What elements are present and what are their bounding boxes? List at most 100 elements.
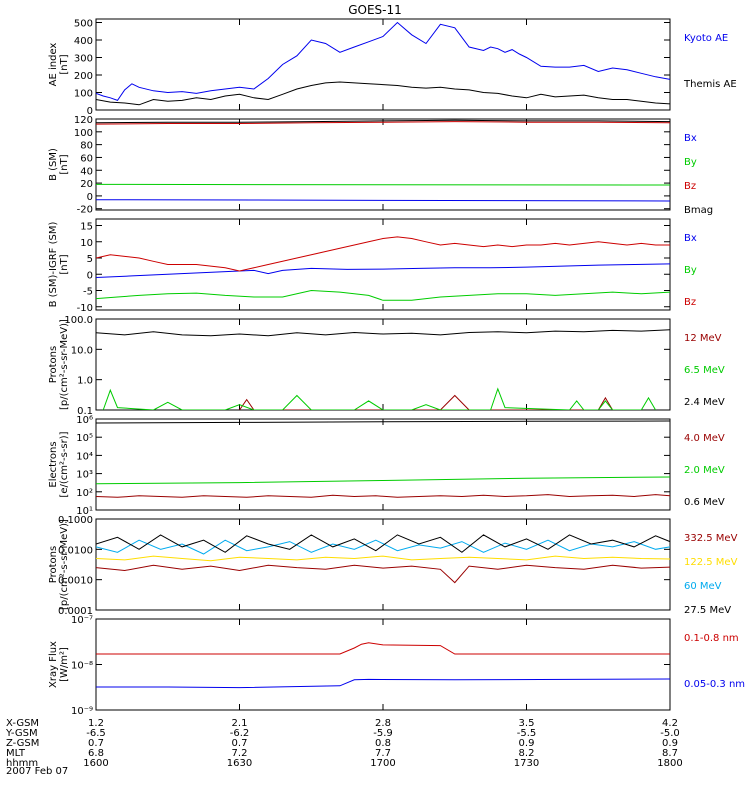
y-tick-label: 1.0 [77, 376, 93, 387]
legend-label: Bz [684, 181, 696, 192]
series-line-bx [96, 199, 670, 202]
panel-ae: 0 100 200 300 400 500 AE index [nT] Kyoto AE Them… [48, 18, 737, 117]
legend-label: 332.5 MeV [684, 533, 738, 544]
y-axis-label: [p/(cm²-s-sr-MeV)] [59, 319, 70, 410]
x-axis-value: 7.7 [375, 748, 391, 759]
y-axis-label: B (SM) [48, 148, 59, 181]
y-axis-label: Electrons [48, 441, 59, 487]
series-line-27-5-mev [96, 534, 670, 553]
x-axis-value: 6.8 [88, 748, 104, 759]
y-axis-label: B (SM)-IGRF (SM) [48, 222, 59, 308]
x-axis-value: -5.5 [517, 728, 537, 739]
x-axis-value: 2.1 [232, 718, 248, 729]
x-axis-row-label: MLT [6, 748, 26, 759]
y-tick-label: 300 [74, 54, 93, 65]
y-tick-label: 10.0 [71, 345, 93, 356]
y-tick-label: 40 [80, 166, 93, 177]
series-line-0-1-0-8-nm [96, 642, 670, 655]
x-axis-value: 1.2 [88, 718, 104, 729]
y-axis-label: [W/m²] [59, 647, 70, 682]
series-line-6-5-mev [102, 387, 657, 410]
y-tick-label: 10⁻⁹ [71, 706, 93, 717]
y-tick-label: 0.1000 [58, 515, 93, 526]
series-line-2-0-mev [96, 476, 670, 485]
y-tick-label: 10 [80, 238, 93, 249]
y-tick-label: 80 [80, 141, 93, 152]
panel-electrons: 10¹ 10² 10³ 10⁴ 10⁵ 10⁶ Electrons [e/(cm²-s-sr)… [48, 415, 725, 517]
legend-label: 2.0 MeV [684, 465, 725, 476]
y-tick-label: 100.0 [64, 315, 93, 326]
y-tick-label: 10¹ [76, 506, 93, 517]
x-axis-value: 8.7 [662, 748, 678, 759]
x-axis-value: -5.0 [660, 728, 680, 739]
series-line-2-4-mev [96, 329, 670, 337]
x-axis-value: 4.2 [662, 718, 678, 729]
y-tick-label: 10⁻⁷ [71, 615, 93, 626]
y-tick-label: 5 [87, 254, 93, 265]
y-tick-label: 120 [74, 115, 93, 126]
legend-label: 0.1-0.8 nm [684, 633, 739, 644]
legend-label: 6.5 MeV [684, 365, 725, 376]
x-axis-value: 2.8 [375, 718, 391, 729]
y-tick-label: 10³ [76, 470, 93, 481]
panel-protons_low: 0.1 1.0 10.0 100.0 Protons [p/(cm²-s-sr-MeV)]… [48, 315, 725, 417]
y-axis-label: [nT] [59, 254, 70, 274]
legend-label: 0.05-0.3 nm [684, 679, 745, 690]
y-tick-label: 10⁻⁸ [71, 661, 93, 672]
y-tick-label: 500 [74, 19, 93, 30]
x-axis-value: 1700 [370, 758, 395, 769]
y-axis-label: Protons [48, 346, 59, 383]
y-tick-label: 0.0001 [58, 606, 93, 617]
series-line-4-0-mev [96, 494, 670, 498]
legend-label: Themis AE [683, 79, 737, 90]
series-line-bmag [96, 119, 670, 124]
y-tick-label: 10² [76, 488, 93, 499]
x-axis-value: 0.9 [519, 738, 535, 749]
legend-label: By [684, 157, 697, 168]
series-line-0-05-0-3-nm [96, 678, 670, 689]
date-label: 2007 Feb 07 [6, 766, 68, 777]
legend-label: Bz [684, 297, 696, 308]
panel-protons_high: 0.0001 0.0010 0.0100 0.1000 Protons [p/(cm²-s… [48, 515, 738, 617]
x-axis-value: -6.2 [230, 728, 250, 739]
x-axis-value: 8.2 [519, 748, 535, 759]
y-tick-label: 400 [74, 36, 93, 47]
y-tick-label: 0.1 [77, 406, 93, 417]
y-axis-label: Protons [48, 546, 59, 583]
y-axis-label: [e/(cm²-s-sr)] [59, 431, 70, 497]
legend-label: 60 MeV [684, 581, 722, 592]
y-tick-label: 0 [87, 192, 93, 203]
panel-frame [95, 18, 671, 111]
panel-bdiff: -10 -5 0 5 10 15 B (SM)-IGRF (SM) [nT] Bx By Bz [48, 218, 697, 314]
legend-label: 0.6 MeV [684, 497, 725, 508]
x-axis-value: 0.7 [88, 738, 104, 749]
series-line-by [96, 289, 670, 301]
panel-frame [95, 118, 671, 211]
panel-xray: 10⁻⁹ 10⁻⁸ 10⁻⁷ Xray Flux [W/m²] 0.1-0.8 nm 0.0… [48, 615, 745, 717]
x-axis-row-label: X-GSM [6, 718, 39, 729]
y-tick-label: 0 [87, 106, 93, 117]
series-line-themis-ae [96, 81, 670, 106]
legend-label: Kyoto AE [684, 33, 728, 44]
x-axis-value: 0.8 [375, 738, 391, 749]
x-axis-value: 1630 [227, 758, 252, 769]
legend-label: Bx [684, 233, 697, 244]
series-line-0-6-mev [96, 420, 670, 424]
panel-frame [95, 318, 671, 411]
x-axis-value: 3.5 [519, 718, 535, 729]
y-tick-label: 200 [74, 71, 93, 82]
series-line-bz [96, 236, 670, 272]
x-axis-value: 1800 [657, 758, 682, 769]
series-line-bz [96, 121, 670, 125]
x-axis-value: -5.9 [373, 728, 393, 739]
x-axis-value: 0.7 [232, 738, 248, 749]
y-axis-label: [p/(cm²-s-sr-MeV)] [59, 519, 70, 610]
y-tick-label: -20 [77, 205, 93, 216]
x-axis-value: 0.9 [662, 738, 678, 749]
panel-frame [95, 618, 671, 711]
series-line-by [96, 183, 670, 186]
legend-label: 122.5 MeV [684, 557, 738, 568]
legend-label: 4.0 MeV [684, 433, 725, 444]
x-axis-value: 7.2 [232, 748, 248, 759]
